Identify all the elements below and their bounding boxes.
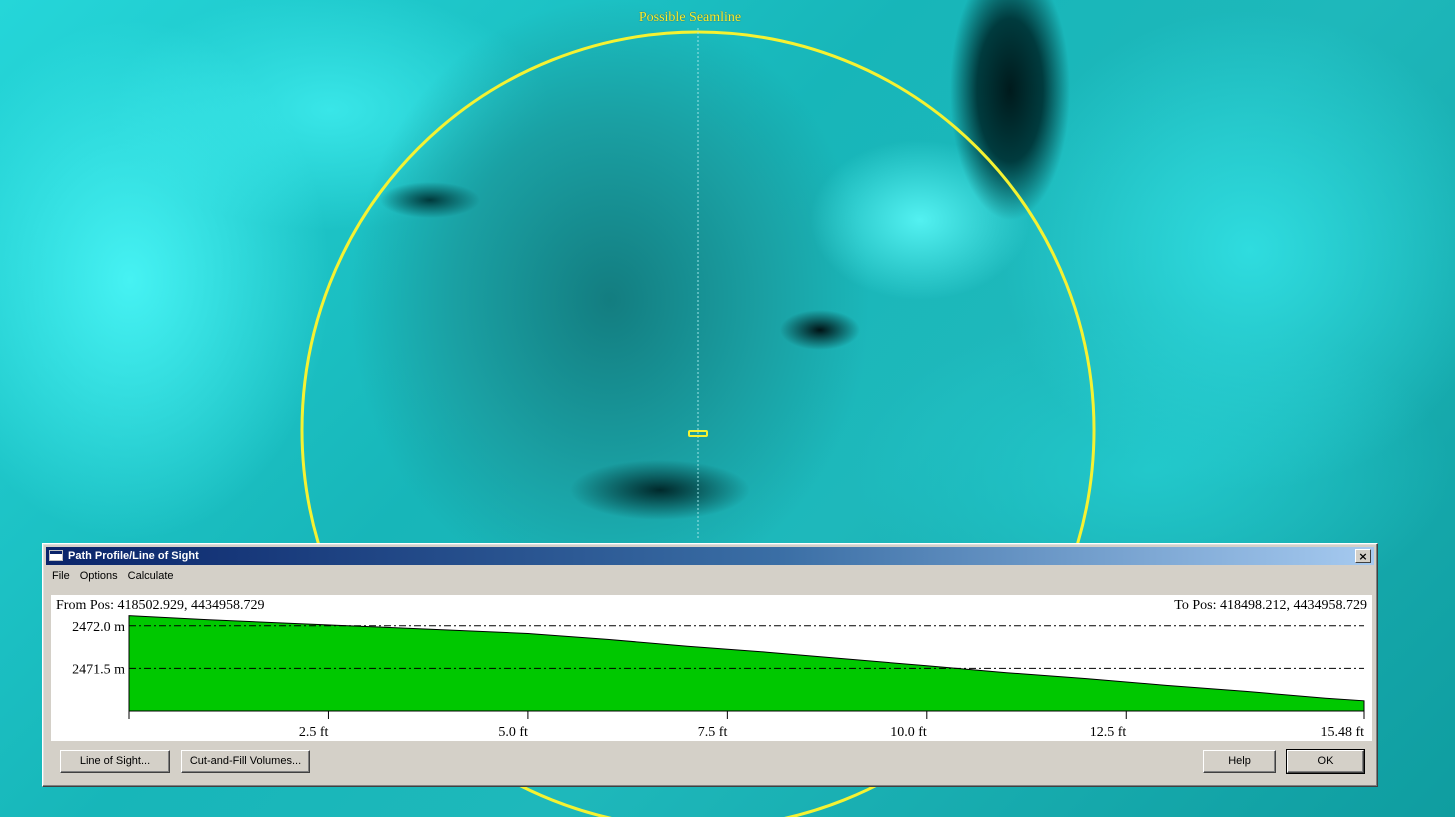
x-tick-label: 12.5 ft [1090, 725, 1127, 740]
menu-bar: File Options Calculate [46, 567, 1374, 586]
profile-area [128, 615, 1365, 712]
x-tick-label: 2.5 ft [299, 725, 329, 740]
y-tick-label: 2472.0 m [72, 620, 125, 635]
title-bar[interactable]: Path Profile/Line of Sight × [46, 547, 1374, 565]
line-of-sight-button[interactable]: Line of Sight... [60, 750, 170, 773]
path-profile-dialog: Path Profile/Line of Sight × File Options… [42, 543, 1378, 787]
path-center-marker[interactable] [688, 430, 708, 437]
x-tick-label: 7.5 ft [698, 725, 728, 740]
help-button[interactable]: Help [1203, 750, 1276, 773]
window-icon [49, 550, 63, 561]
x-tick-label: 5.0 ft [498, 725, 528, 740]
profile-panel: 2472.0 m 2471.5 m 2.5 ft 5.0 ft 7.5 ft 10.0 f… [51, 595, 1372, 741]
window-title: Path Profile/Line of Sight [68, 550, 199, 562]
seamline-label: Possible Seamline [638, 10, 742, 25]
cut-and-fill-button[interactable]: Cut-and-Fill Volumes... [181, 750, 310, 773]
x-tick-label: 10.0 ft [890, 725, 927, 740]
ok-button[interactable]: OK [1286, 749, 1365, 774]
menu-file[interactable]: File [52, 570, 70, 582]
profile-chart[interactable]: 2472.0 m 2471.5 m 2.5 ft 5.0 ft 7.5 ft 10.0 f… [51, 595, 1372, 741]
from-position: From Pos: 418502.929, 4434958.729 [56, 598, 265, 613]
to-position: To Pos: 418498.212, 4434958.729 [1174, 598, 1367, 613]
menu-calculate[interactable]: Calculate [127, 570, 174, 582]
menu-options[interactable]: Options [79, 570, 118, 582]
close-button[interactable]: × [1355, 549, 1371, 563]
x-tick-label: 15.48 ft [1320, 725, 1364, 740]
y-tick-label: 2471.5 m [72, 662, 125, 677]
